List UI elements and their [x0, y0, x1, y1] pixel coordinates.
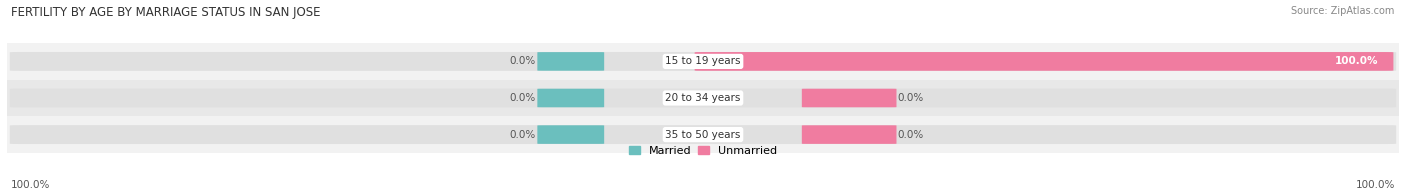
Bar	[7, 43, 1399, 80]
FancyBboxPatch shape	[801, 125, 897, 144]
Text: 0.0%: 0.0%	[898, 93, 924, 103]
FancyBboxPatch shape	[537, 89, 605, 107]
FancyBboxPatch shape	[801, 89, 897, 107]
Bar	[7, 116, 1399, 153]
Bar	[7, 80, 1399, 116]
FancyBboxPatch shape	[10, 52, 1396, 71]
Text: 100.0%: 100.0%	[1355, 180, 1395, 190]
FancyBboxPatch shape	[10, 89, 1396, 107]
Text: 35 to 50 years: 35 to 50 years	[665, 130, 741, 140]
Text: 15 to 19 years: 15 to 19 years	[665, 56, 741, 66]
Text: 0.0%: 0.0%	[510, 93, 536, 103]
FancyBboxPatch shape	[695, 52, 1393, 71]
Text: 20 to 34 years: 20 to 34 years	[665, 93, 741, 103]
Text: 100.0%: 100.0%	[1334, 56, 1378, 66]
Text: Source: ZipAtlas.com: Source: ZipAtlas.com	[1291, 6, 1395, 16]
Text: 0.0%: 0.0%	[898, 130, 924, 140]
Text: 0.0%: 0.0%	[510, 130, 536, 140]
Text: 0.0%: 0.0%	[510, 56, 536, 66]
FancyBboxPatch shape	[10, 125, 1396, 144]
Legend: Married, Unmarried: Married, Unmarried	[628, 146, 778, 156]
Text: FERTILITY BY AGE BY MARRIAGE STATUS IN SAN JOSE: FERTILITY BY AGE BY MARRIAGE STATUS IN S…	[11, 6, 321, 19]
FancyBboxPatch shape	[537, 125, 605, 144]
Text: 100.0%: 100.0%	[11, 180, 51, 190]
FancyBboxPatch shape	[537, 52, 605, 71]
